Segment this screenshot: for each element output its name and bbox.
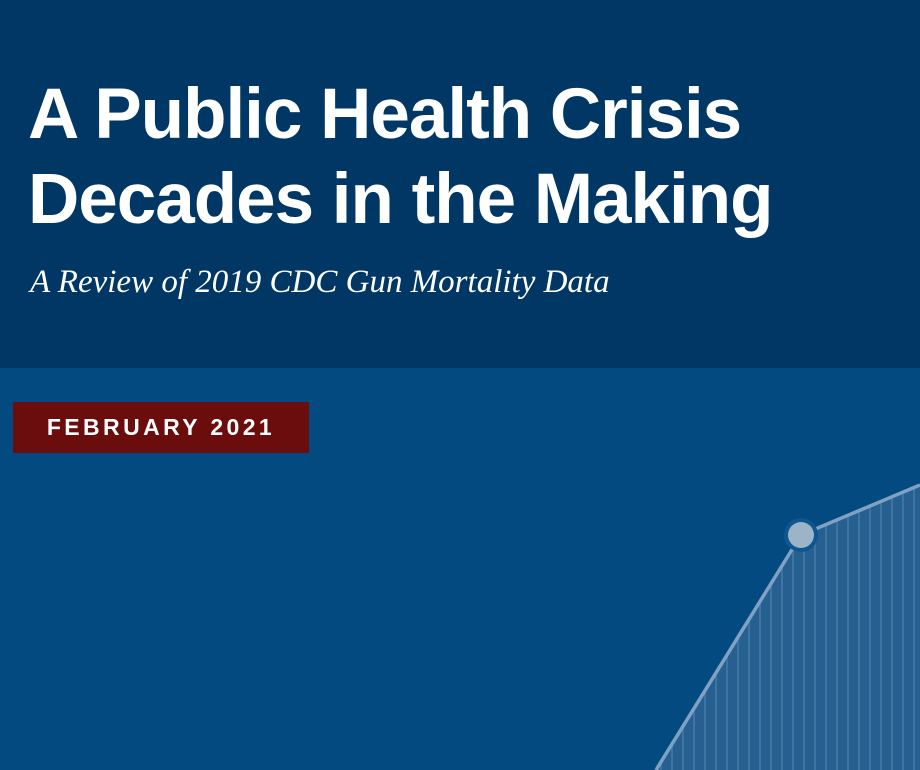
header-banner: A Public Health Crisis Decades in the Ma… xyxy=(0,0,920,368)
title-line-2: Decades in the Making xyxy=(28,160,773,239)
date-badge: FEBRUARY 2021 xyxy=(13,402,309,453)
report-title: A Public Health Crisis Decades in the Ma… xyxy=(28,72,773,242)
chart-point xyxy=(788,522,814,548)
report-subtitle: A Review of 2019 CDC Gun Mortality Data xyxy=(30,264,610,300)
title-line-1: A Public Health Crisis xyxy=(28,75,742,154)
chart-area-fill xyxy=(656,485,920,770)
